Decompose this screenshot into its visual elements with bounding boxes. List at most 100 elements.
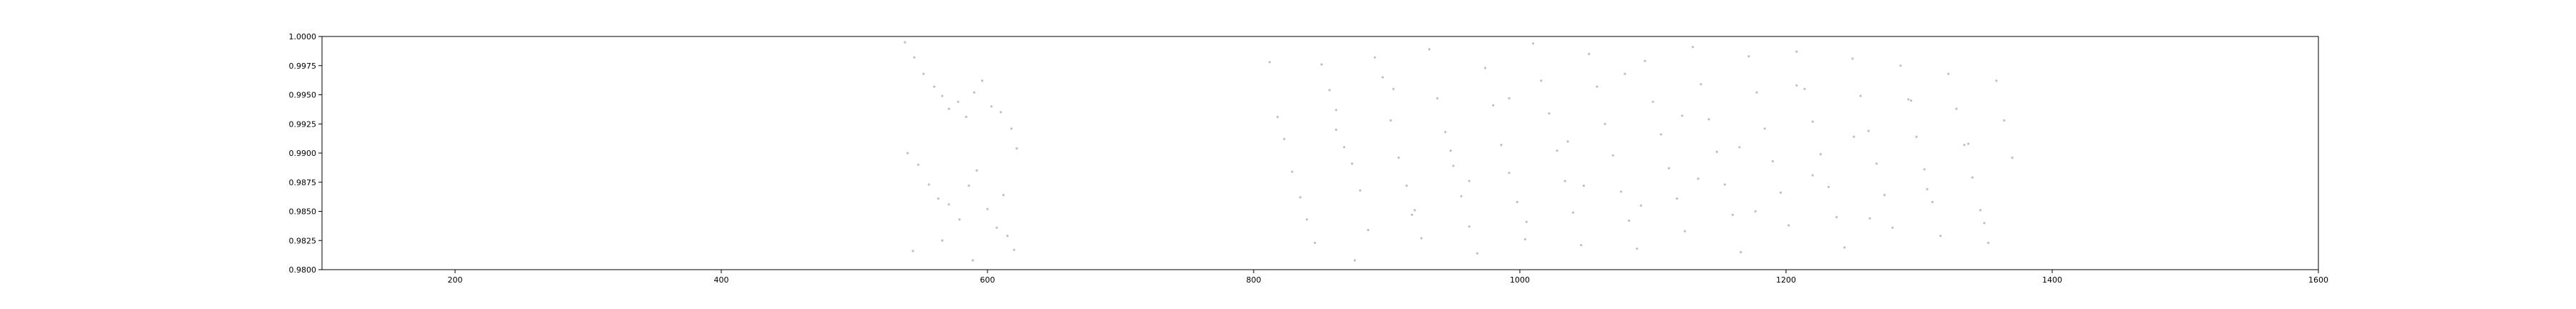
data-point <box>1963 144 1966 147</box>
data-point <box>1314 241 1317 245</box>
data-point <box>1659 133 1662 136</box>
data-point <box>927 183 930 186</box>
data-point <box>967 185 970 187</box>
y-tick-label: 0.9950 <box>289 91 317 100</box>
data-point <box>1795 50 1798 53</box>
data-point <box>1624 72 1626 75</box>
plot-area <box>322 36 2318 270</box>
data-point <box>1681 114 1684 117</box>
data-point <box>1475 252 1479 255</box>
y-axis: 0.9800 0.9825 0.9850 0.9875 0.9900 0.9925 0.99… <box>289 32 322 275</box>
data-point <box>941 239 944 242</box>
data-point <box>1596 85 1599 88</box>
data-point <box>1390 119 1392 122</box>
data-point <box>906 152 909 154</box>
data-point <box>1342 146 1346 149</box>
data-point <box>1413 209 1416 212</box>
data-point <box>941 94 944 97</box>
data-point <box>1525 220 1528 223</box>
data-point <box>1967 142 1970 145</box>
data-point <box>1851 57 1854 60</box>
data-point <box>1540 79 1543 82</box>
data-point <box>1571 211 1574 214</box>
data-point <box>1563 180 1566 182</box>
data-point <box>1000 111 1002 114</box>
y-tick-label: 1.0000 <box>289 32 317 41</box>
data-point <box>1328 89 1331 92</box>
data-point <box>1335 109 1337 112</box>
data-point <box>1811 120 1814 123</box>
data-point <box>971 259 975 262</box>
y-tick-label: 0.9900 <box>289 149 317 158</box>
data-point <box>1910 99 1913 102</box>
data-point <box>1006 235 1009 237</box>
data-point <box>1381 76 1384 79</box>
data-point <box>1405 185 1408 187</box>
data-point <box>1738 146 1741 149</box>
data-point <box>1995 79 1998 82</box>
data-point <box>1516 200 1518 204</box>
data-point <box>981 79 984 82</box>
data-point <box>1013 248 1015 251</box>
x-tick-label: 600 <box>980 275 995 285</box>
data-point <box>1971 176 1974 179</box>
points-layer <box>904 41 2014 262</box>
data-point <box>1320 63 1323 66</box>
data-point <box>1747 55 1750 58</box>
data-point <box>1667 167 1670 170</box>
data-point <box>1276 115 1279 119</box>
data-point <box>1460 195 1463 197</box>
data-point <box>2003 119 2006 122</box>
data-point <box>990 105 993 108</box>
data-point <box>1492 104 1495 107</box>
data-point <box>1444 131 1447 134</box>
data-point <box>1692 46 1694 49</box>
x-tick-label: 400 <box>714 275 729 285</box>
data-point <box>917 163 919 166</box>
data-point <box>937 197 940 200</box>
data-point <box>1015 147 1018 150</box>
data-point <box>1010 127 1013 130</box>
data-point <box>1627 219 1631 222</box>
y-tick-label: 0.9875 <box>289 178 317 187</box>
data-point <box>1428 48 1431 51</box>
data-point <box>1373 56 1376 59</box>
data-point <box>947 107 950 110</box>
y-tick-label: 0.9925 <box>289 119 317 129</box>
data-point <box>1268 61 1271 64</box>
data-point <box>1508 97 1511 99</box>
data-point <box>1939 235 1942 237</box>
data-point <box>1915 135 1918 138</box>
data-point <box>1983 222 1986 225</box>
data-point <box>957 100 960 103</box>
data-point <box>1449 149 1452 152</box>
data-point <box>1867 129 1870 132</box>
x-tick-label: 200 <box>448 275 463 285</box>
data-point <box>1740 250 1742 254</box>
data-point <box>947 203 950 206</box>
data-point <box>1843 246 1846 249</box>
data-point <box>1580 244 1583 247</box>
data-point <box>1468 225 1470 228</box>
data-point <box>1811 174 1814 177</box>
data-point <box>1500 144 1503 147</box>
data-point <box>1508 172 1511 175</box>
data-point <box>965 115 967 119</box>
y-tick-label: 0.9800 <box>289 265 317 275</box>
data-point <box>1947 72 1950 75</box>
data-point <box>1619 190 1622 193</box>
data-point <box>1835 216 1838 219</box>
data-point <box>975 169 978 172</box>
data-point <box>995 226 998 229</box>
x-tick-label: 1000 <box>1510 275 1530 285</box>
data-point <box>922 72 925 75</box>
data-point <box>1436 97 1439 99</box>
data-point <box>1582 185 1585 187</box>
data-point <box>1468 180 1470 182</box>
data-point <box>1803 87 1806 90</box>
data-point <box>1652 100 1654 103</box>
data-point <box>1523 238 1526 241</box>
data-point <box>958 218 961 221</box>
y-tick-label: 0.9850 <box>289 207 317 217</box>
data-point <box>1639 204 1642 207</box>
